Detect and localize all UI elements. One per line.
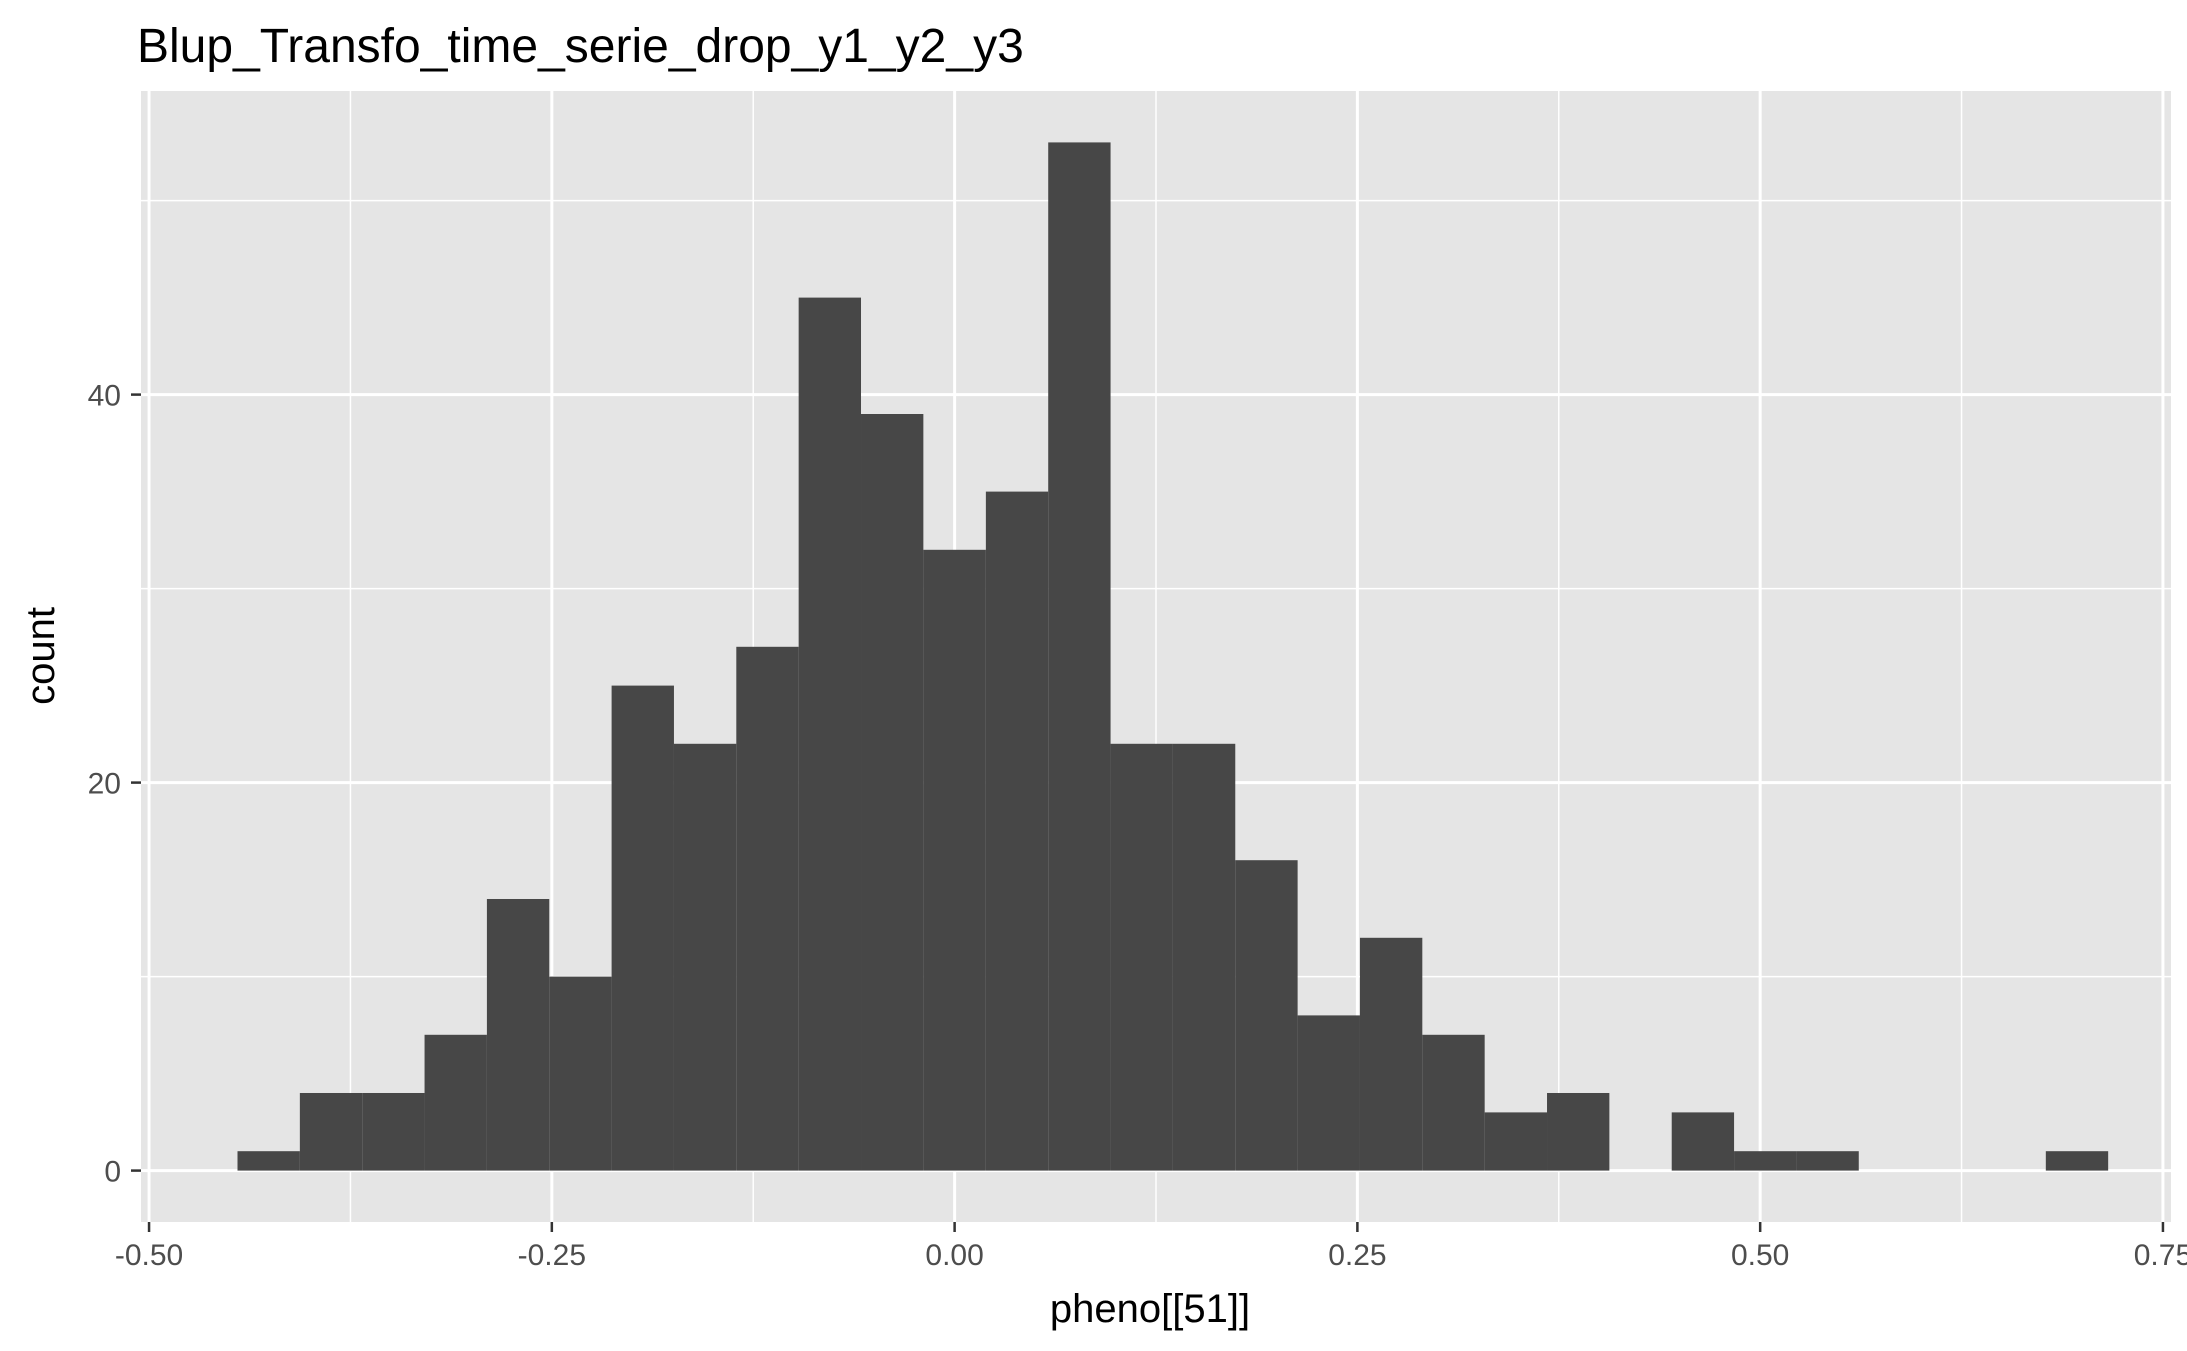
- histogram-bar: [611, 685, 674, 1171]
- histogram-bar: [1734, 1151, 1797, 1171]
- x-tick-label: 0.00: [925, 1239, 983, 1272]
- histogram-bar: [1671, 1112, 1735, 1171]
- histogram-bar: [237, 1151, 300, 1171]
- histogram-bar: [1796, 1151, 1859, 1171]
- histogram-bars: [237, 142, 2109, 1171]
- x-tick-label: -0.25: [518, 1239, 586, 1272]
- histogram-bar: [2045, 1151, 2109, 1171]
- chart-title: Blup_Transfo_time_serie_drop_y1_y2_y3: [137, 20, 1024, 73]
- histogram-bar: [1048, 142, 1111, 1171]
- y-tick-label: 20: [88, 768, 121, 801]
- histogram-bar: [985, 491, 1049, 1171]
- histogram-bar: [798, 297, 862, 1171]
- histogram-bar: [1172, 743, 1236, 1171]
- histogram-bar: [299, 1092, 363, 1171]
- y-tick-label: 0: [104, 1156, 121, 1189]
- histogram-bar: [549, 976, 612, 1171]
- histogram-bar: [1110, 743, 1173, 1171]
- histogram-bar: [1547, 1092, 1610, 1171]
- x-axis-title: pheno[[51]]: [1050, 1287, 1250, 1331]
- histogram-bar: [486, 898, 550, 1171]
- x-tick-label: 0.25: [1328, 1239, 1386, 1272]
- x-tick-label: 0.50: [1731, 1239, 1789, 1272]
- histogram-bar: [673, 743, 737, 1171]
- histogram-bar: [923, 549, 986, 1171]
- histogram-bar: [1297, 1015, 1360, 1171]
- histogram-bar: [736, 646, 799, 1171]
- histogram-bar: [362, 1092, 425, 1171]
- x-axis: -0.50 -0.25 0.00 0.25 0.50 0.75: [115, 1222, 2187, 1272]
- y-axis: 0 20 40: [88, 380, 141, 1189]
- histogram-bar: [1422, 1034, 1485, 1171]
- y-tick-label: 40: [88, 380, 121, 413]
- histogram-bar: [1235, 860, 1298, 1171]
- histogram-bar: [424, 1034, 487, 1171]
- histogram-bar: [1359, 937, 1423, 1171]
- histogram-bar: [1484, 1112, 1548, 1171]
- x-tick-label: -0.50: [115, 1239, 183, 1272]
- y-axis-title: count: [19, 607, 63, 705]
- x-tick-label: 0.75: [2134, 1239, 2187, 1272]
- histogram-bar: [861, 414, 924, 1171]
